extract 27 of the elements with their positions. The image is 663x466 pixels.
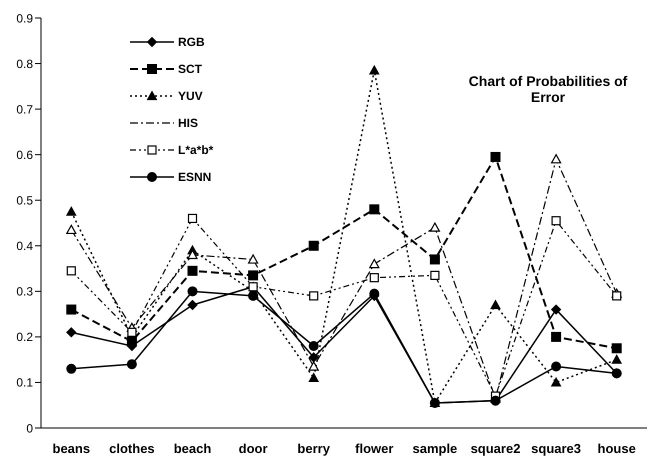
text: Chart of Probabilities of Error <box>468 73 628 105</box>
x-tick-label: berry <box>297 441 331 456</box>
y-tick-label: 0.7 <box>16 102 34 116</box>
legend-label: HIS <box>178 116 198 130</box>
x-tick-label: sample <box>412 441 458 456</box>
x-tick-label: beach <box>174 441 212 456</box>
y-tick-label: 0 <box>26 421 34 436</box>
x-tick-label: beans <box>52 441 90 456</box>
legend-label: SCT <box>178 62 202 76</box>
x-tick-label: square2 <box>470 441 520 456</box>
legend-label: ESNN <box>178 170 212 184</box>
y-tick-label: 0.6 <box>16 148 34 162</box>
y-tick-label: 0.4 <box>16 239 34 254</box>
legend-label: L*a*b* <box>178 142 214 156</box>
x-tick-label: square3 <box>531 441 582 456</box>
x-tick-label: clothes <box>109 441 155 456</box>
legend-label: RGB <box>178 34 205 48</box>
legend-label: YUV <box>178 88 203 102</box>
y-tick-label: 0.8 <box>16 56 34 71</box>
y-tick-label: 0.9 <box>16 11 34 26</box>
y-tick-label: 0.3 <box>16 284 34 299</box>
x-tick-label: door <box>238 441 268 456</box>
x-tick-label: flower <box>355 441 394 456</box>
y-tick-label: 0.2 <box>16 330 34 344</box>
y-tick-label: 0.5 <box>16 193 34 208</box>
x-tick-label: house <box>598 441 636 456</box>
y-tick-label: 0.1 <box>16 376 34 390</box>
